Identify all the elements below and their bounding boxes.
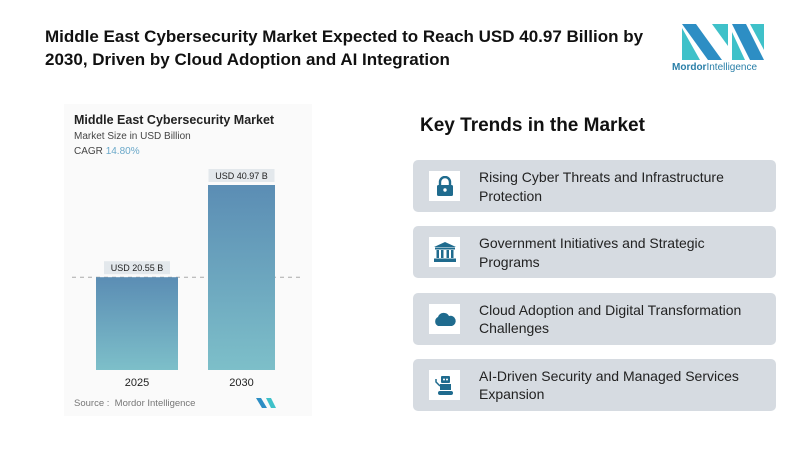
bar-chart: USD 20.55 B 2025 USD 40.97 B 2030 — [72, 169, 302, 408]
logo-text: MordorIntelligence — [672, 62, 757, 73]
source-logo — [256, 398, 267, 408]
data-label: USD 40.97 B — [215, 171, 268, 181]
cagr-value: 14.80% — [105, 146, 140, 157]
trend-card: Government Initiatives and Strategic Pro… — [413, 226, 776, 279]
chart-panel: USD 20.55 B 2025 USD 40.97 B 2030 Middle Ea… — [64, 104, 312, 416]
cloud-icon — [429, 303, 460, 334]
robot-icon — [429, 369, 460, 400]
bar-2025 — [96, 277, 178, 370]
logo-name-bold: Mordor — [672, 62, 707, 73]
lock-icon — [429, 171, 460, 201]
chart-subtitle: Market Size in USD Billion — [74, 131, 191, 142]
chart-title: Middle East Cybersecurity Market — [74, 113, 275, 127]
government-building-icon — [429, 237, 460, 268]
data-label-bg — [208, 169, 275, 182]
trend-card: Rising Cyber Threats and Infrastructure … — [413, 160, 776, 212]
x-tick-label: 2025 — [125, 377, 149, 389]
trend-label: Government Initiatives and Strategic Pro… — [479, 235, 705, 270]
data-label: USD 20.55 B — [111, 263, 164, 273]
cagr: CAGR 14.80% — [74, 146, 140, 157]
chart-source: Source : Mordor Intelligence — [74, 398, 196, 409]
cagr-label: CAGR — [74, 146, 103, 157]
mordor-logo — [682, 24, 764, 60]
trends-title: Key Trends in the Market — [420, 115, 645, 136]
trend-card: Cloud Adoption and Digital Transformatio… — [413, 292, 776, 345]
trend-label: Rising Cyber Threats and Infrastructure … — [479, 169, 724, 204]
trend-card: AI-Driven Security and Managed Services … — [413, 358, 776, 411]
x-tick-label: 2030 — [229, 377, 253, 389]
data-label-bg — [104, 261, 170, 275]
page-title: Middle East Cybersecurity Market Expecte… — [45, 27, 644, 69]
trend-label: AI-Driven Security and Managed Services … — [479, 367, 739, 403]
source-logo-part — [266, 398, 276, 408]
bar-2030 — [208, 185, 275, 370]
trend-label: Cloud Adoption and Digital Transformatio… — [479, 301, 742, 337]
logo-name-rest: Intelligence — [706, 62, 758, 73]
